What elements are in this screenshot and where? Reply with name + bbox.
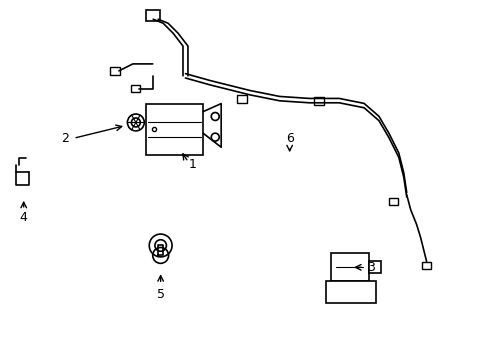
Bar xyxy=(146,104,203,155)
Bar xyxy=(369,261,381,273)
Text: 5: 5 xyxy=(157,288,165,301)
Bar xyxy=(422,262,431,269)
Bar xyxy=(326,281,376,303)
Bar xyxy=(331,253,369,281)
Bar xyxy=(390,198,398,205)
Text: 2: 2 xyxy=(61,132,70,145)
Bar xyxy=(315,96,324,105)
Bar xyxy=(110,67,120,75)
Text: 4: 4 xyxy=(20,211,27,224)
Bar xyxy=(131,85,140,92)
Bar xyxy=(146,10,160,21)
Text: 6: 6 xyxy=(286,132,294,145)
Bar xyxy=(237,95,247,103)
Text: 1: 1 xyxy=(189,158,196,171)
Text: 3: 3 xyxy=(367,261,375,274)
